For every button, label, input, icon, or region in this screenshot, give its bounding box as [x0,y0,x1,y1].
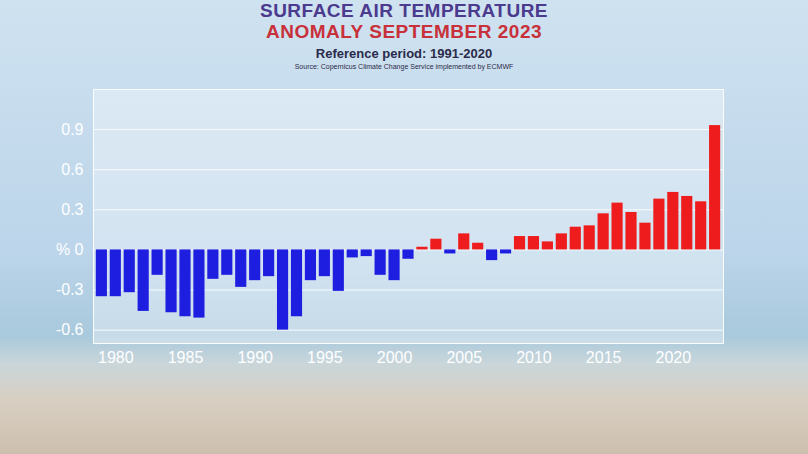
html-text:SURFACE AIR TEMPERATURE: SURFACE AIR TEMPERATURE [260,0,548,21]
html-text:Source: Copernicus Climate Cha: Source: Copernicus Climate Change Servic… [294,63,514,70]
html-text:ANOMALY SEPTEMBER 2023: ANOMALY SEPTEMBER 2023 [266,21,542,42]
svg-text:1995: 1995 [307,349,343,366]
svg-text:2010: 2010 [516,349,552,366]
svg-text:% 0: % 0 [56,241,84,258]
svg-text:0.3: 0.3 [61,201,83,218]
svg-text:2000: 2000 [377,349,413,366]
svg-text:2005: 2005 [446,349,482,366]
svg-text:-0.3: -0.3 [56,281,84,298]
html-text:Reference period: 1991-2020: Reference period: 1991-2020 [315,46,493,61]
svg-text:1980: 1980 [98,349,134,366]
svg-text:-0.6: -0.6 [56,321,84,338]
svg-text:2020: 2020 [656,349,692,366]
svg-text:0.6: 0.6 [61,161,83,178]
svg-text:0.9: 0.9 [61,121,83,138]
svg-text:1990: 1990 [237,349,273,366]
svg-text:2015: 2015 [586,349,622,366]
svg-text:1985: 1985 [168,349,204,366]
